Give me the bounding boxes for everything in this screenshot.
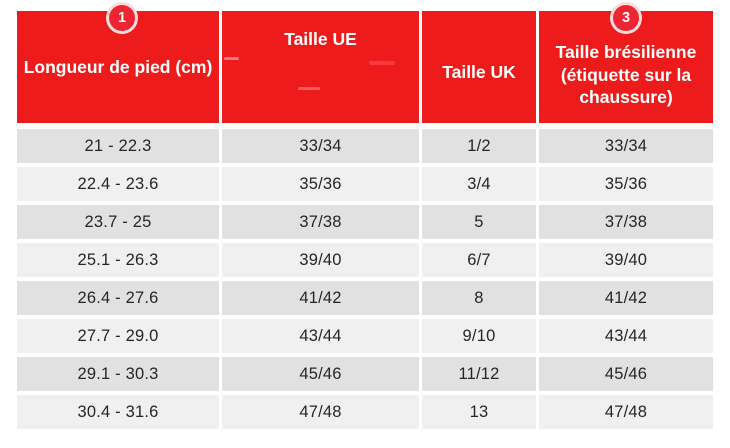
table-cell-r7-c1: 29.1 - 30.3 — [17, 357, 219, 391]
table-cell-r7-c3: 11/12 — [422, 357, 536, 391]
table-cell-r1-c3: 1/2 — [422, 129, 536, 163]
table-cell-r4-c4: 39/40 — [539, 243, 713, 277]
table-cell-r5-c3: 8 — [422, 281, 536, 315]
table-cell-r5-c1: 26.4 - 27.6 — [17, 281, 219, 315]
table-cell-r7-c4: 45/46 — [539, 357, 713, 391]
table-cell-r5-c4: 41/42 — [539, 281, 713, 315]
step-badge-1: 1 — [106, 2, 138, 34]
shoe-size-conversion-table: 1 3 Longueur de pied (cm) Taille UE Tail… — [17, 2, 713, 429]
table-cell-r8-c3: 13 — [422, 395, 536, 429]
table-cell-r4-c3: 6/7 — [422, 243, 536, 277]
table-cell-r3-c4: 37/38 — [539, 205, 713, 239]
table-cell-r3-c3: 5 — [422, 205, 536, 239]
table-cell-r8-c1: 30.4 - 31.6 — [17, 395, 219, 429]
table-cell-r3-c1: 23.7 - 25 — [17, 205, 219, 239]
table-cell-r7-c2: 45/46 — [222, 357, 419, 391]
table-cell-r1-c4: 33/34 — [539, 129, 713, 163]
table-cell-r4-c1: 25.1 - 26.3 — [17, 243, 219, 277]
table-cell-r2-c4: 35/36 — [539, 167, 713, 201]
table-cell-r2-c3: 3/4 — [422, 167, 536, 201]
table-cell-r6-c2: 43/44 — [222, 319, 419, 353]
table-header-row: Longueur de pied (cm) Taille UE Taille U… — [17, 11, 713, 123]
table-cell-r1-c1: 21 - 22.3 — [17, 129, 219, 163]
table-cell-r2-c1: 22.4 - 23.6 — [17, 167, 219, 201]
header-brazilian-size: Taille brésilienne (étiquette sur la cha… — [539, 11, 713, 123]
table-cell-r5-c2: 41/42 — [222, 281, 419, 315]
table-cell-r3-c2: 37/38 — [222, 205, 419, 239]
table-cell-r6-c3: 9/10 — [422, 319, 536, 353]
table-body: 21 - 22.3 33/34 1/2 33/34 22.4 - 23.6 35/36 3/… — [17, 129, 713, 429]
table-cell-r6-c1: 27.7 - 29.0 — [17, 319, 219, 353]
table-cell-r6-c4: 43/44 — [539, 319, 713, 353]
table-cell-r4-c2: 39/40 — [222, 243, 419, 277]
header-uk-size: Taille UK — [422, 11, 536, 123]
table-cell-r2-c2: 35/36 — [222, 167, 419, 201]
step-badge-3: 3 — [610, 2, 642, 34]
header-eu-size: Taille UE — [222, 11, 419, 123]
table-cell-r8-c4: 47/48 — [539, 395, 713, 429]
table-cell-r1-c2: 33/34 — [222, 129, 419, 163]
table-cell-r8-c2: 47/48 — [222, 395, 419, 429]
